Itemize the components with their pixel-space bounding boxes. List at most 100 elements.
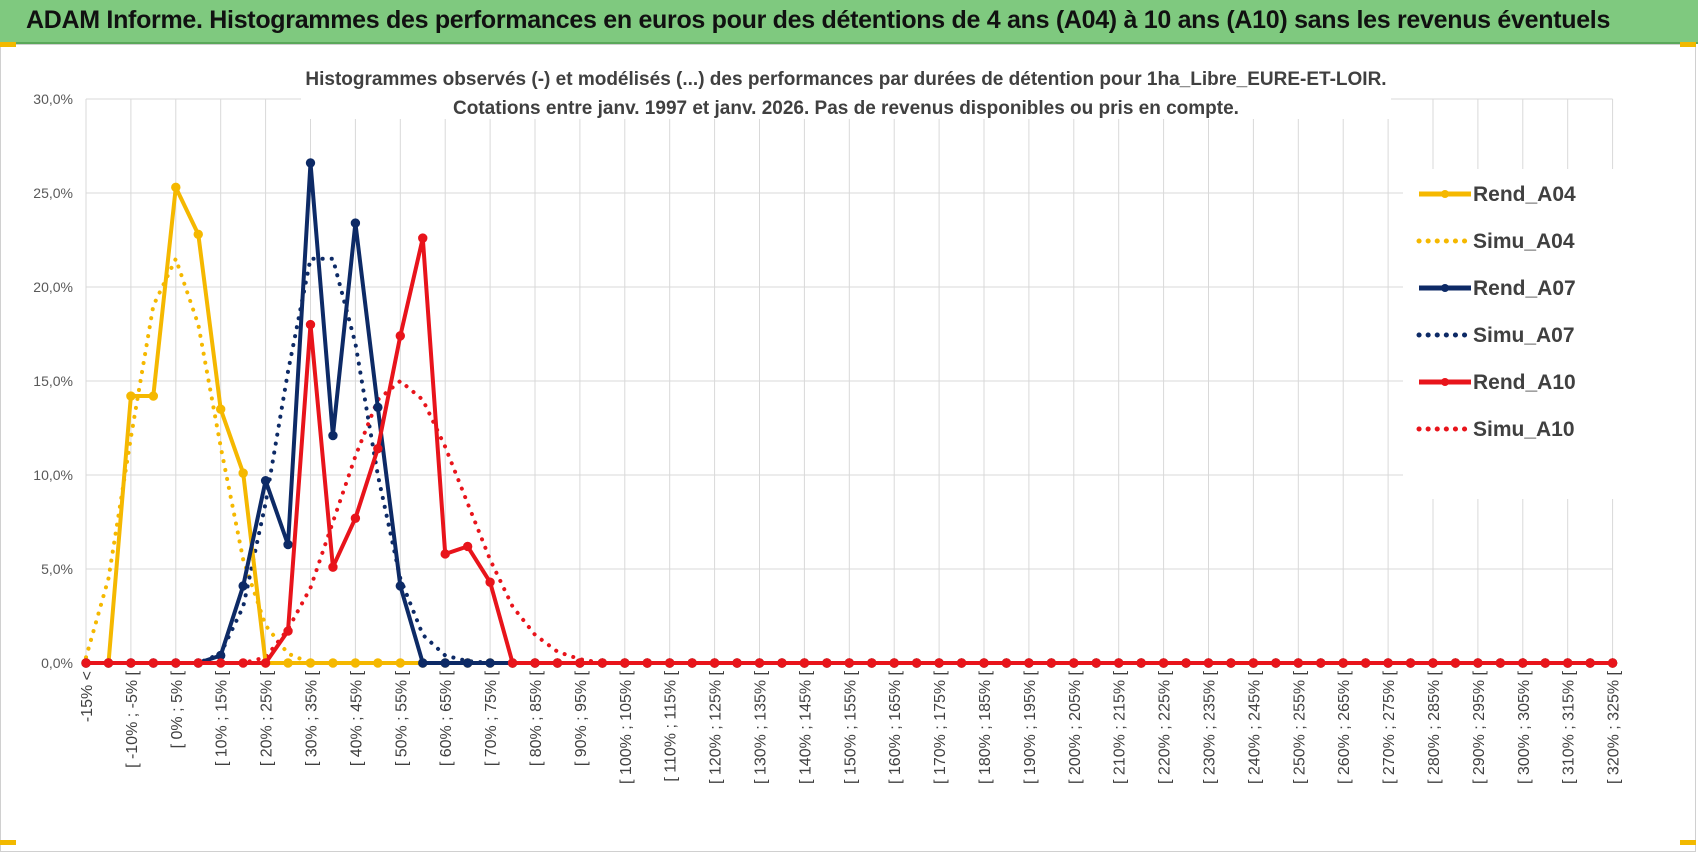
x-tick-label: [ 270% ; 275% [ — [1381, 670, 1398, 784]
data-point — [732, 658, 742, 668]
data-point — [418, 658, 428, 668]
y-tick-label: 20,0% — [33, 279, 73, 295]
x-tick-label: [ 240% ; 245% [ — [1246, 670, 1263, 784]
data-point — [822, 658, 832, 668]
series-Simu_A10 — [84, 379, 1615, 665]
y-axis: 0,0% 5,0% 10,0% 15,0% 20,0% 25,0% 30,0% — [33, 91, 73, 671]
data-point — [552, 658, 563, 668]
chart-frame: 0,0% 5,0% 10,0% 15,0% 20,0% 25,0% 30,0% -15% <… — [0, 44, 1696, 852]
data-point — [328, 658, 338, 668]
data-point — [1473, 658, 1483, 668]
y-tick-label: 10,0% — [33, 467, 73, 483]
legend-label: Simu_A07 — [1473, 324, 1575, 347]
legend-label: Simu_A10 — [1473, 418, 1575, 441]
data-point — [462, 658, 473, 668]
data-point — [1607, 658, 1618, 668]
data-point — [709, 658, 720, 668]
legend-item: Simu_A04 — [1416, 230, 1575, 253]
x-axis: -15% < [ -10% ; -5% [ [ 0% ; 5% [ [ 10% ; 1… — [79, 670, 1623, 784]
data-point — [1428, 658, 1438, 668]
data-point — [799, 658, 810, 668]
data-point — [934, 658, 944, 668]
data-point — [373, 443, 383, 454]
legend-item: Simu_A10 — [1416, 418, 1575, 441]
data-point — [485, 658, 495, 668]
data-point — [350, 218, 361, 228]
x-tick-label: [ 190% ; 195% [ — [1022, 670, 1039, 784]
data-point — [777, 658, 787, 668]
data-point — [373, 658, 383, 668]
legend-item: Rend_A10 — [1419, 371, 1576, 394]
x-tick-label: [ 260% ; 265% [ — [1336, 670, 1353, 784]
corner-mark — [0, 840, 16, 845]
x-tick-label: [ 130% ; 135% [ — [753, 670, 770, 784]
data-point — [81, 658, 91, 668]
corner-mark — [0, 42, 16, 47]
x-tick-label: [ 230% ; 235% [ — [1202, 670, 1219, 784]
data-point — [171, 182, 181, 193]
data-point — [1540, 658, 1550, 668]
x-tick-label: [ 20% ; 25% [ — [259, 670, 276, 766]
grid — [85, 98, 1614, 664]
data-point — [238, 581, 248, 591]
data-point — [395, 658, 405, 668]
chart-title: Histogrammes observés (-) et modélisés (… — [301, 61, 1391, 119]
chart: 0,0% 5,0% 10,0% 15,0% 20,0% 25,0% 30,0% -15% <… — [33, 61, 1623, 784]
x-tick-label: -15% < — [79, 671, 96, 722]
data-point — [1293, 658, 1304, 668]
data-point — [1181, 658, 1191, 668]
y-tick-label: 30,0% — [33, 91, 73, 107]
x-tick-label: [ 290% ; 295% [ — [1471, 670, 1488, 784]
data-point — [1114, 658, 1124, 668]
data-point — [575, 658, 585, 668]
data-point — [216, 404, 226, 414]
x-tick-label: [ 220% ; 225% [ — [1157, 670, 1174, 784]
data-point — [1450, 658, 1461, 668]
x-tick-label: [ 310% ; 315% [ — [1561, 670, 1578, 784]
data-point — [597, 658, 608, 668]
x-tick-label: [ 250% ; 255% [ — [1291, 670, 1308, 784]
data-point — [148, 391, 159, 401]
data-point — [1203, 658, 1214, 668]
data-point — [283, 626, 293, 636]
series-layer — [81, 158, 1618, 668]
x-tick-label: [ 50% ; 55% [ — [393, 670, 410, 766]
x-tick-label: [ 60% ; 65% [ — [438, 670, 455, 766]
banner: ADAM Informe. Histogrammes des performan… — [0, 0, 1698, 44]
data-point — [1518, 658, 1528, 668]
data-point — [283, 539, 293, 550]
data-point — [171, 658, 181, 668]
data-point — [956, 658, 967, 668]
x-tick-label: [ 10% ; 15% [ — [214, 670, 231, 766]
x-tick-label: [ -10% ; -5% [ — [124, 670, 141, 767]
data-point — [283, 658, 293, 668]
data-point — [1024, 658, 1034, 668]
legend-item: Simu_A07 — [1416, 324, 1575, 347]
data-point — [103, 658, 114, 668]
data-point — [350, 658, 361, 668]
data-point — [1248, 658, 1259, 668]
legend-label: Rend_A10 — [1473, 371, 1576, 394]
data-point — [530, 658, 540, 668]
data-point — [1069, 658, 1079, 668]
data-point — [911, 658, 922, 668]
x-tick-label: [ 0% ; 5% [ — [169, 670, 186, 748]
data-point — [440, 658, 450, 668]
x-tick-label: [ 320% ; 325% [ — [1606, 670, 1623, 784]
data-point — [844, 658, 854, 668]
data-point — [260, 658, 271, 668]
data-point — [1091, 658, 1101, 668]
data-point — [238, 658, 248, 668]
series-line — [84, 379, 1615, 665]
y-tick-label: 5,0% — [41, 561, 73, 577]
x-tick-label: [ 140% ; 145% [ — [797, 670, 814, 784]
data-point — [305, 658, 316, 668]
x-tick-label: [ 200% ; 205% [ — [1067, 670, 1084, 784]
data-point — [1046, 658, 1057, 668]
x-tick-label: [ 170% ; 175% [ — [932, 670, 949, 784]
data-point — [193, 229, 203, 240]
x-tick-label: [ 90% ; 95% [ — [573, 670, 590, 766]
corner-mark — [1680, 840, 1696, 845]
legend-marker — [1441, 378, 1449, 386]
data-point — [1383, 658, 1393, 668]
